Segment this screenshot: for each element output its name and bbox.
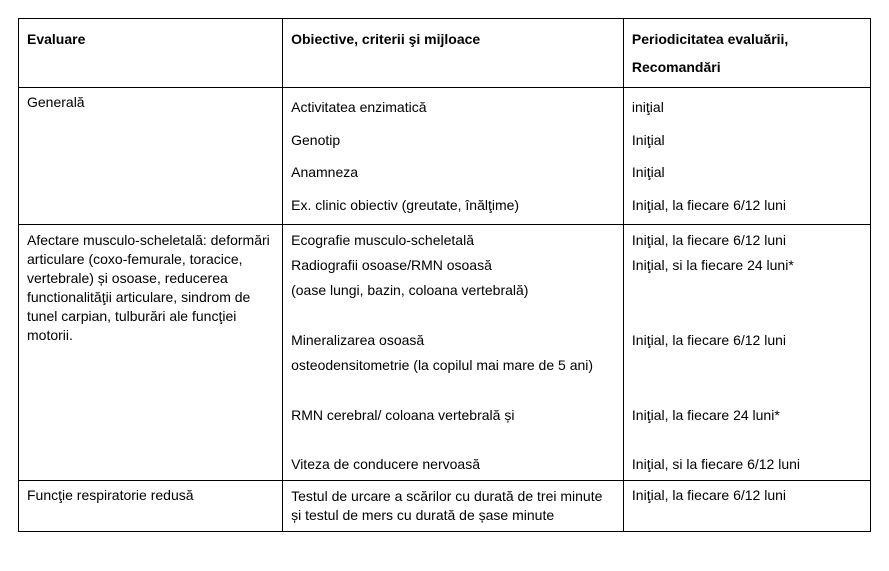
cell-period-musculo: Iniţial, la fiecare 6/12 luni Iniţial, s… [623, 225, 870, 481]
cell-text: Viteza de conducere nervoasă [291, 455, 615, 474]
cell-eval-musculo: Afectare musculo-scheletală: deformări a… [19, 225, 283, 481]
cell-text [291, 306, 615, 325]
cell-text: Anamneza [291, 159, 615, 186]
cell-text [291, 381, 615, 400]
col-header-period-line1: Periodicitatea evaluării, [632, 31, 788, 47]
cell-text: Iniţial, la fiecare 24 luni* [632, 406, 862, 425]
table-row: Funcţie respiratorie redusă Testul de ur… [19, 481, 871, 532]
cell-text [632, 306, 862, 325]
cell-text: Iniţial [632, 159, 862, 186]
cell-text: iniţial [632, 94, 862, 121]
table-row: Afectare musculo-scheletală: deformări a… [19, 225, 871, 481]
cell-text [291, 431, 615, 450]
cell-text [632, 431, 862, 450]
cell-text: Iniţial, la fiecare 6/12 luni [632, 192, 862, 219]
cell-obj-musculo: Ecografie musculo-scheletală Radiografii… [283, 225, 624, 481]
table-header-row: Evaluare Obiective, criterii şi mijloace… [19, 19, 871, 88]
table-row: Generală Activitatea enzimatică Genotip … [19, 88, 871, 225]
cell-period-respirator: Iniţial, la fiecare 6/12 luni [623, 481, 870, 532]
cell-text: RMN cerebral/ coloana vertebrală și [291, 406, 615, 425]
cell-eval-generala: Generală [19, 88, 283, 225]
cell-text: osteodensitometrie (la copilul mai mare … [291, 356, 615, 375]
cell-text: (oase lungi, bazin, coloana vertebrală) [291, 281, 615, 300]
cell-obj-generala: Activitatea enzimatică Genotip Anamneza … [283, 88, 624, 225]
cell-text: Ecografie musculo-scheletală [291, 231, 615, 250]
cell-text: Radiografii osoase/RMN osoasă [291, 256, 615, 275]
cell-obj-respirator: Testul de urcare a scărilor cu durată de… [283, 481, 624, 532]
col-header-periodicitate: Periodicitatea evaluării, Recomandări [623, 19, 870, 88]
cell-text [632, 281, 862, 300]
cell-text: Iniţial, la fiecare 6/12 luni [632, 331, 862, 350]
evaluation-table: Evaluare Obiective, criterii şi mijloace… [18, 18, 871, 532]
cell-text: Ex. clinic obiectiv (greutate, înălţime) [291, 192, 615, 219]
cell-period-generala: iniţial Iniţial Iniţial Iniţial, la fiec… [623, 88, 870, 225]
cell-text [632, 381, 862, 400]
cell-text: Genotip [291, 127, 615, 154]
cell-text: Activitatea enzimatică [291, 94, 615, 121]
cell-text: Iniţial, la fiecare 6/12 luni [632, 231, 862, 250]
cell-text: Iniţial [632, 127, 862, 154]
cell-text: Mineralizarea osoasă [291, 331, 615, 350]
col-header-period-line2: Recomandări [632, 59, 721, 75]
cell-text: Iniţial, si la fiecare 6/12 luni [632, 455, 862, 474]
cell-text: Iniţial, si la fiecare 24 luni* [632, 256, 862, 275]
col-header-evaluare: Evaluare [19, 19, 283, 88]
col-header-obiective: Obiective, criterii şi mijloace [283, 19, 624, 88]
cell-eval-respirator: Funcţie respiratorie redusă [19, 481, 283, 532]
cell-text [632, 356, 862, 375]
